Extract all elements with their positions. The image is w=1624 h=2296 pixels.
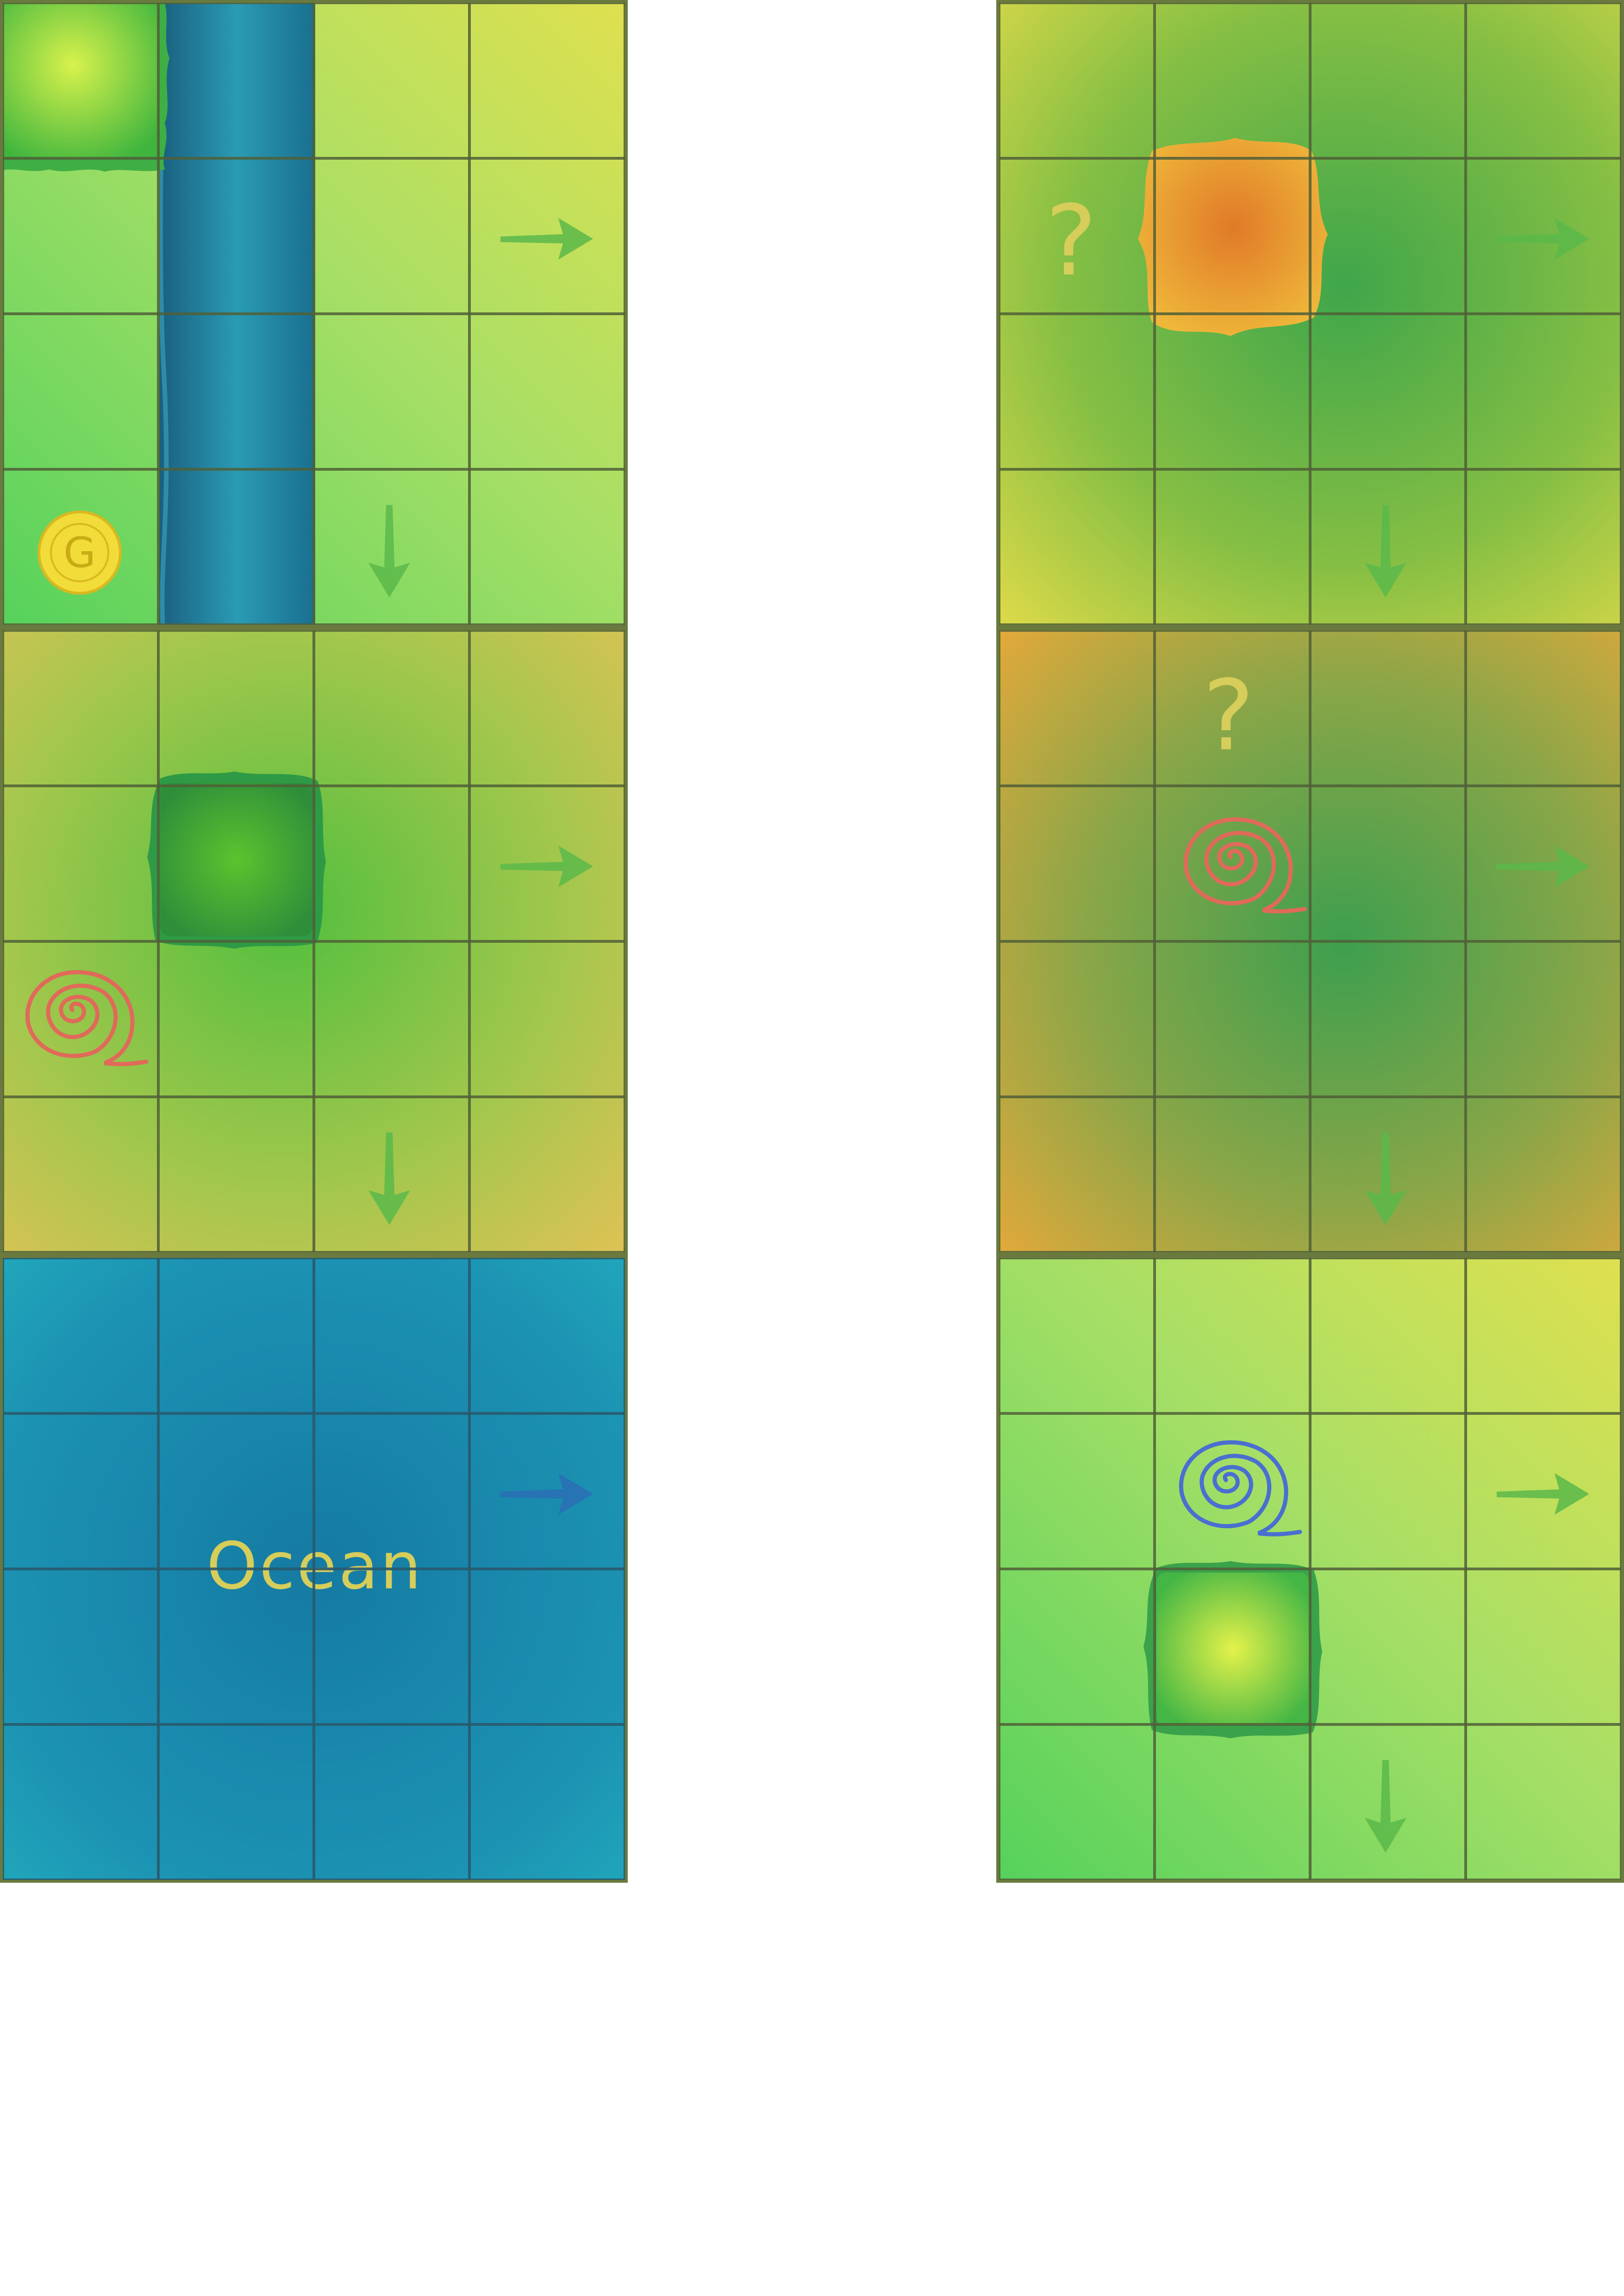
map-tile-top-right: ? — [996, 0, 1624, 628]
tile-background — [999, 630, 1621, 1252]
map-tile-bottom-right — [996, 1255, 1624, 1883]
forest-patch — [142, 765, 331, 954]
spiral-icon[interactable] — [1170, 806, 1309, 927]
map-tile-middle-left — [0, 628, 628, 1255]
question-mark[interactable]: ? — [1045, 184, 1097, 298]
map-tile-top-left: G — [0, 0, 628, 628]
coin-icon[interactable]: G — [37, 510, 122, 595]
spiral-icon[interactable] — [12, 959, 151, 1079]
map-tile-middle-right: ? — [996, 628, 1624, 1255]
river-strip — [157, 3, 315, 625]
forest-patch — [1138, 1554, 1328, 1744]
arrow-down-icon — [364, 1130, 415, 1227]
arrow-right-icon — [498, 1468, 595, 1519]
question-mark[interactable]: ? — [1203, 659, 1255, 772]
desert-patch — [1124, 132, 1332, 350]
map-tile-bottom-left: Ocean — [0, 1255, 628, 1883]
arrow-right-icon — [1494, 841, 1592, 892]
arrow-down-icon — [1360, 1758, 1411, 1855]
arrow-right-icon — [1494, 213, 1592, 264]
arrow-down-icon — [1360, 503, 1411, 600]
arrow-down-icon — [1360, 1130, 1411, 1227]
spiral-icon[interactable] — [1166, 1429, 1305, 1549]
arrow-down-icon — [364, 503, 415, 600]
arrow-right-icon — [498, 841, 595, 892]
ocean-label: Ocean — [206, 1529, 423, 1604]
forest-patch — [3, 3, 174, 174]
arrow-right-icon — [498, 213, 595, 264]
coin-letter: G — [63, 528, 96, 577]
arrow-right-icon — [1494, 1468, 1592, 1519]
